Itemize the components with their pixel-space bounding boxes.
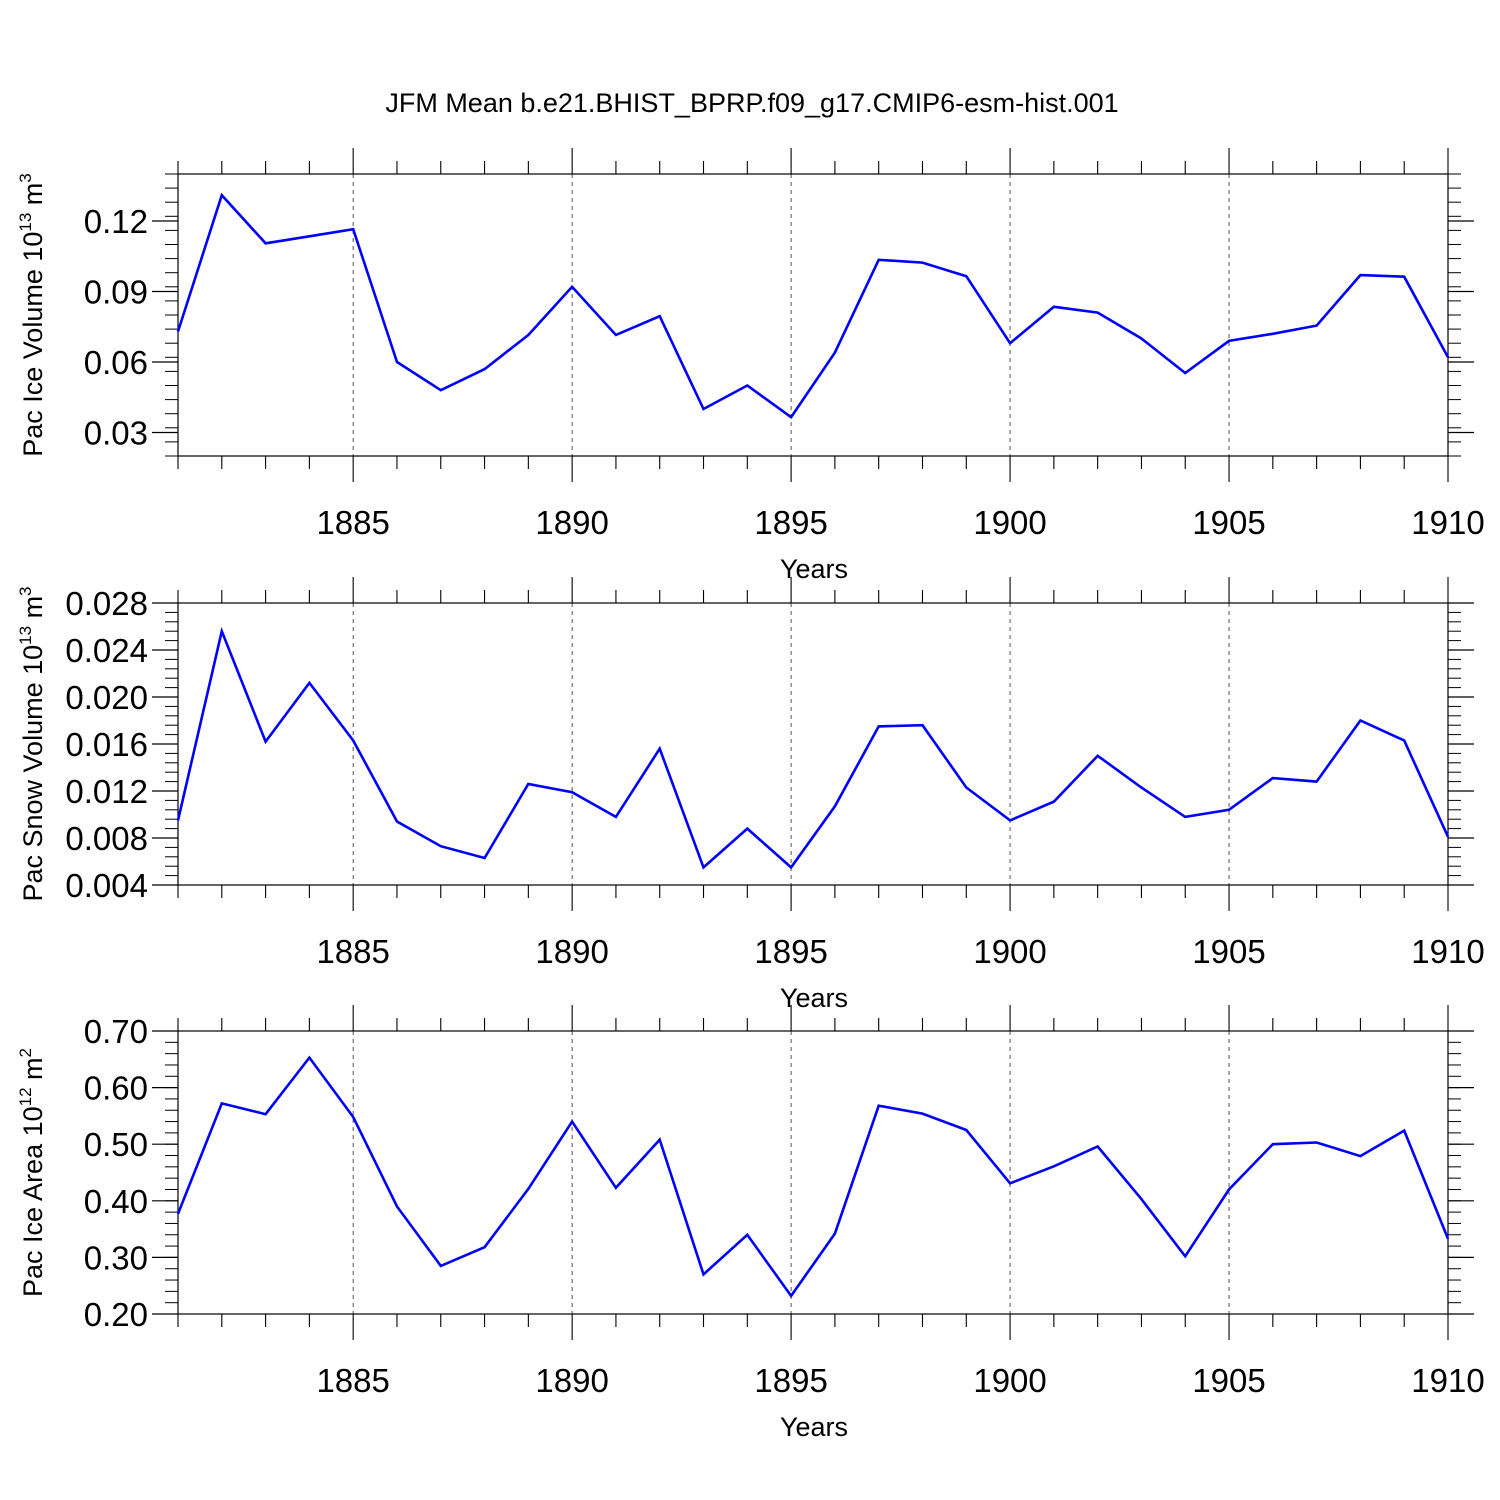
x-tick-label: 1905 [1192,1362,1265,1399]
series-line [176,1055,1450,1299]
x-tick-label: 1890 [535,504,608,541]
x-tick-label: 1890 [535,933,608,970]
x-tick-label: 1900 [973,933,1046,970]
x-axis-title: Years [780,1412,848,1442]
x-tick-label: 1910 [1411,504,1484,541]
y-tick-label: 0.60 [84,1070,148,1107]
y-axis-title: Pac Snow Volume 1013 m3 [16,586,48,901]
plot-frame [177,1030,1449,1315]
y-tick-label: 0.20 [84,1296,148,1333]
x-tick-label: 1910 [1411,1362,1484,1399]
x-tick-label: 1900 [973,1362,1046,1399]
x-tick-label: 1895 [754,1362,827,1399]
figure-title: JFM Mean b.e21.BHIST_BPRP.f09_g17.CMIP6-… [385,88,1118,118]
x-tick-label: 1885 [316,933,389,970]
plot-frame [177,602,1449,886]
series-line [176,192,1450,420]
y-tick-label: 0.028 [65,585,148,622]
y-tick-label: 0.03 [84,415,148,452]
y-tick-label: 0.30 [84,1239,148,1276]
x-tick-label: 1905 [1192,933,1265,970]
y-tick-label: 0.70 [84,1013,148,1050]
x-tick-label: 1885 [316,1362,389,1399]
y-axis-title: Pac Ice Volume 1013 m3 [16,173,48,457]
series-line [176,626,1450,870]
panel-ice-area: 0.20 0.30 0.40 0.50 0.60 0.70 1885 1890 1895 1900… [16,1005,1485,1442]
y-tick-label: 0.024 [65,632,148,669]
x-axis-title: Years [780,554,848,584]
x-tick-label: 1895 [754,504,827,541]
y-tick-label: 0.06 [84,344,148,381]
x-tick-label: 1905 [1192,504,1265,541]
y-axis-title: Pac Ice Area 1012 m2 [16,1048,48,1297]
x-tick-label: 1895 [754,933,827,970]
y-tick-label: 0.004 [65,867,148,904]
plot-frame [177,173,1449,457]
x-tick-label: 1910 [1411,933,1484,970]
panel-snow-volume: 0.004 0.008 0.012 0.016 0.020 0.024 0.028 1885 1… [16,577,1485,1013]
x-axis-title: Years [780,983,848,1013]
y-tick-label: 0.008 [65,820,148,857]
y-tick-label: 0.020 [65,679,148,716]
y-tick-label: 0.016 [65,726,148,763]
panel-ice-volume: 0.03 0.06 0.09 0.12 1885 1890 1895 1900 1905 1910… [16,148,1485,584]
y-tick-label: 0.12 [84,203,148,240]
y-tick-label: 0.09 [84,274,148,311]
y-tick-label: 0.40 [84,1183,148,1220]
y-tick-label: 0.012 [65,773,148,810]
x-tick-label: 1900 [973,504,1046,541]
y-tick-label: 0.50 [84,1126,148,1163]
x-tick-label: 1890 [535,1362,608,1399]
x-tick-label: 1885 [316,504,389,541]
